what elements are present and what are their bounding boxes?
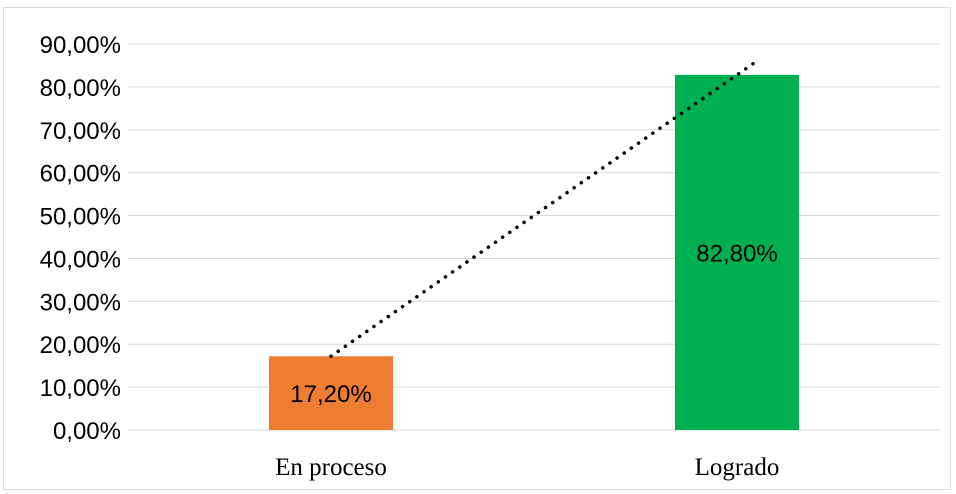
x-tick-label: En proceso <box>275 454 387 481</box>
x-tick-label: Logrado <box>695 454 780 481</box>
data-label: 82,80% <box>696 240 777 267</box>
y-tick-label: 30,00% <box>40 289 121 316</box>
y-tick-label: 40,00% <box>40 246 121 273</box>
y-tick-label: 90,00% <box>40 32 121 59</box>
y-tick-label: 70,00% <box>40 118 121 145</box>
gridlines <box>128 43 940 431</box>
bar <box>675 74 799 430</box>
trendline-line <box>329 59 759 358</box>
data-labels: 17,20% 82,80% <box>290 240 777 408</box>
x-axis-ticks: En proceso Logrado <box>275 454 779 481</box>
y-tick-label: 20,00% <box>40 332 121 359</box>
bar <box>269 356 393 430</box>
y-tick-label: 10,00% <box>40 375 121 402</box>
y-tick-label: 50,00% <box>40 204 121 231</box>
trendline <box>329 59 759 358</box>
y-tick-label: 80,00% <box>40 75 121 102</box>
data-label: 17,20% <box>290 381 371 408</box>
y-tick-label: 0,00% <box>53 418 121 445</box>
y-tick-label: 60,00% <box>40 161 121 188</box>
bars <box>269 74 799 430</box>
y-axis-ticks: 0,00% 10,00% 20,00% 30,00% 40,00% 50,00% 60,00… <box>40 32 121 445</box>
